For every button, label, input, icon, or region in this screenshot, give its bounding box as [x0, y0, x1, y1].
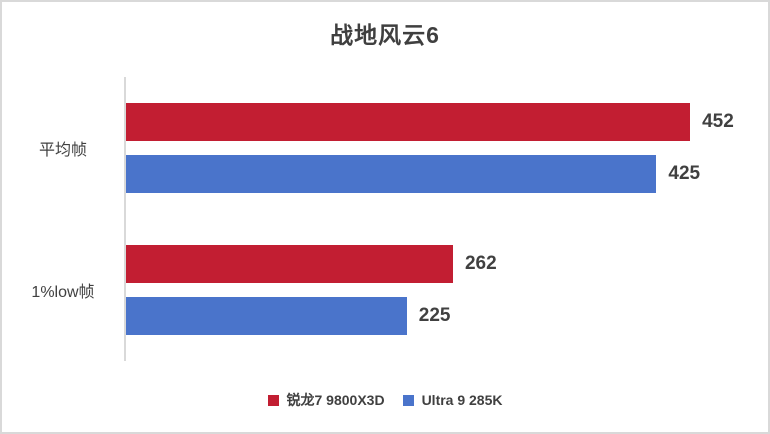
- bar-ultra9-285k-average: [126, 155, 657, 193]
- value-label-ultra-average: 425: [668, 163, 701, 184]
- legend-label-ultra: Ultra 9 285K: [421, 392, 503, 408]
- bar-ultra9-285k-1percent-low: [126, 297, 407, 335]
- bar-group-average-fps: 平均帧 452 425: [2, 103, 768, 193]
- value-label-ultra-1percent-low: 225: [418, 305, 451, 326]
- bar-row: 452: [126, 103, 750, 141]
- bars-1percent-low: 262 225: [126, 245, 768, 335]
- value-label-ryzen-average: 452: [702, 111, 734, 132]
- legend: 锐龙7 9800X3D Ultra 9 285K: [2, 390, 768, 410]
- y-axis-line: [124, 77, 126, 361]
- legend-swatch-ultra: [402, 394, 414, 406]
- bar-ryzen-9800x3d-1percent-low: [126, 245, 453, 283]
- legend-item-ultra: Ultra 9 285K: [402, 392, 503, 408]
- category-label-average-fps: 平均帧: [38, 142, 87, 159]
- plot-area: 平均帧 452 425 1%low帧 262: [2, 77, 768, 361]
- bar-row: 225: [126, 297, 750, 335]
- bar-row: 262: [126, 245, 750, 283]
- legend-item-ryzen: 锐龙7 9800X3D: [267, 390, 385, 410]
- value-label-ryzen-1percent-low: 262: [464, 253, 497, 274]
- category-label-1percent-low: 1%low帧: [31, 284, 95, 301]
- chart-title: 战地风云6: [330, 22, 440, 48]
- legend-swatch-ryzen: [267, 394, 279, 406]
- bar-row: 425: [126, 155, 750, 193]
- bar-ryzen-9800x3d-average: [126, 103, 691, 141]
- legend-label-ryzen: 锐龙7 9800X3D: [286, 392, 385, 408]
- bar-group-1percent-low: 1%low帧 262 225: [2, 245, 768, 335]
- bars-average-fps: 452 425: [126, 103, 768, 193]
